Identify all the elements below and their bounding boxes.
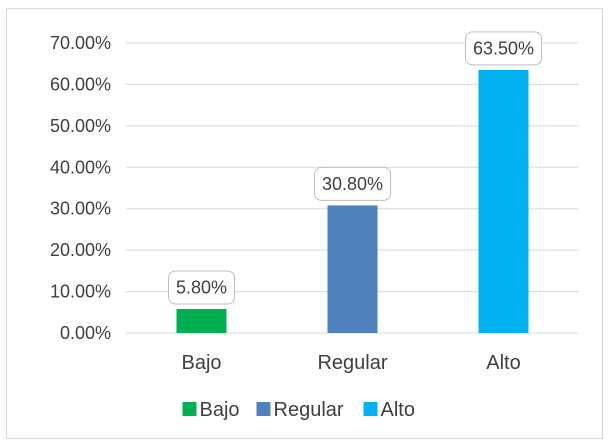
legend: Bajo Regular Alto — [182, 399, 415, 421]
legend-swatch-bajo — [182, 402, 197, 416]
y-tick-label: 60.00% — [50, 74, 111, 94]
x-tick-label: Alto — [486, 352, 520, 374]
x-axis: Bajo Regular Alto — [181, 352, 520, 374]
legend-swatch-alto — [363, 402, 378, 416]
data-label-box — [168, 270, 235, 305]
legend-entry: Alto — [381, 399, 415, 421]
data-labels: 5.80% 30.80% 63.50% — [168, 31, 542, 305]
y-tick-label: 40.00% — [50, 157, 111, 177]
data-label-box — [314, 166, 391, 201]
x-tick-label: Bajo — [181, 352, 221, 374]
data-label: 63.50% — [473, 38, 534, 58]
bars — [176, 69, 529, 333]
legend-swatch-regular — [256, 402, 271, 416]
bar-alto — [478, 69, 529, 333]
data-label: 30.80% — [322, 174, 383, 194]
x-tick-label: Regular — [317, 352, 387, 374]
y-tick-label: 20.00% — [50, 240, 111, 260]
y-tick-label: 70.00% — [50, 33, 111, 53]
data-label-box — [465, 31, 542, 66]
y-tick-label: 30.00% — [50, 199, 111, 219]
y-tick-label: 0.00% — [60, 323, 111, 343]
legend-entry: Regular — [274, 399, 344, 421]
bar-regular — [327, 205, 378, 333]
y-tick-label: 50.00% — [50, 116, 111, 136]
data-label: 5.80% — [176, 277, 227, 297]
legend-entry: Bajo — [200, 399, 240, 421]
y-tick-label: 10.00% — [50, 282, 111, 302]
y-axis: 0.00% 10.00% 20.00% 30.00% 40.00% 50.00% 60.00… — [50, 33, 111, 343]
bar-bajo — [176, 308, 227, 333]
